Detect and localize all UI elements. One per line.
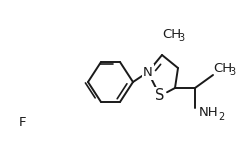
Text: 3: 3 [178, 33, 184, 43]
Text: S: S [155, 89, 165, 103]
Text: F: F [18, 115, 26, 128]
Text: N: N [143, 66, 153, 78]
Text: 3: 3 [229, 67, 235, 77]
Text: NH: NH [199, 107, 219, 119]
Text: CH: CH [213, 62, 232, 74]
Text: 2: 2 [218, 112, 224, 122]
Text: CH: CH [162, 28, 181, 41]
